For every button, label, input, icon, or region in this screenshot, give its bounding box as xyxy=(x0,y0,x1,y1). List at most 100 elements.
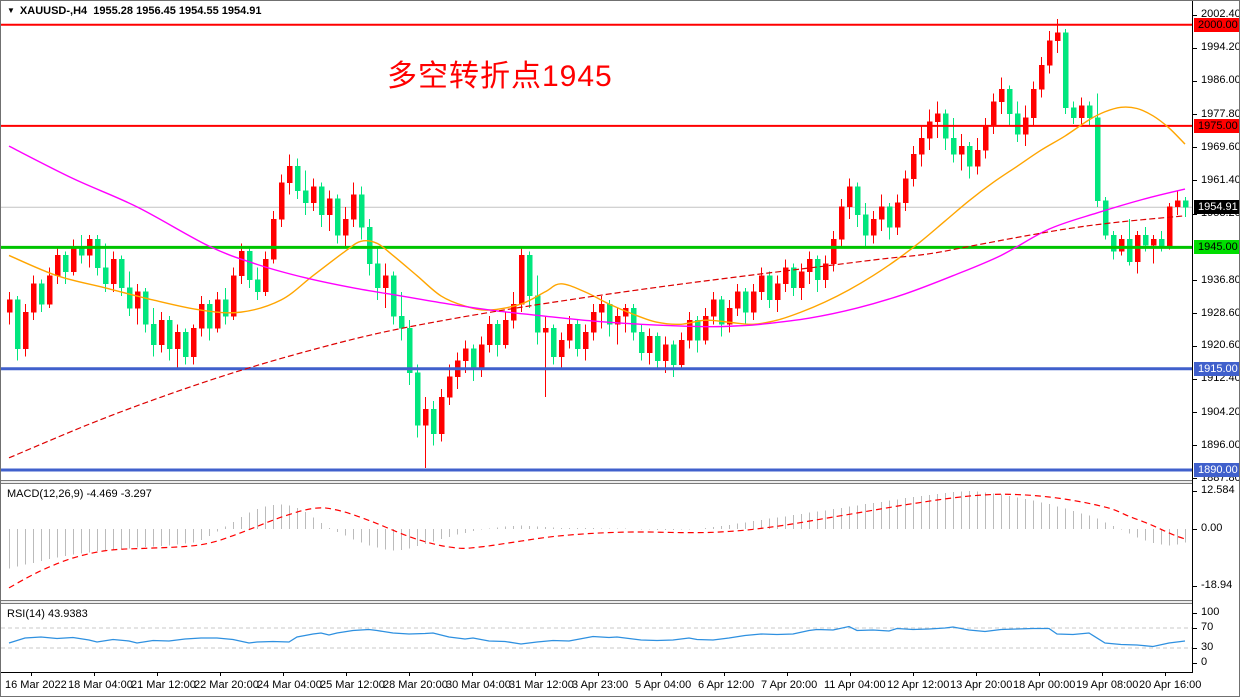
price-tick-label: 1986.00 xyxy=(1201,74,1240,87)
rsi-tick-label: 100 xyxy=(1201,606,1220,618)
axis-tick xyxy=(1193,490,1197,492)
time-tick xyxy=(409,673,410,676)
time-tick xyxy=(346,673,347,676)
axis-tick xyxy=(1193,662,1197,664)
price-level-badge: 1890.00 xyxy=(1194,462,1239,477)
time-tick xyxy=(850,673,851,676)
rsi-line xyxy=(8,625,1186,648)
price-level-badge: 1915.00 xyxy=(1194,361,1239,376)
panel-divider[interactable] xyxy=(1,600,1192,604)
price-tick-label: 1994.20 xyxy=(1201,41,1240,54)
macd-chart[interactable] xyxy=(1,484,1192,600)
macd-signal-line xyxy=(8,493,1186,589)
rsi-tick-label: 30 xyxy=(1201,641,1214,653)
axis-tick xyxy=(1193,14,1197,16)
time-tick xyxy=(220,673,221,676)
time-tick xyxy=(472,673,473,676)
time-tick xyxy=(94,673,95,676)
time-tick-label: 20 Apr 16:00 xyxy=(1139,679,1202,691)
time-tick xyxy=(1102,673,1103,676)
price-level-badge: 1975.00 xyxy=(1194,118,1239,133)
price-tick-label: 1896.00 xyxy=(1201,438,1240,451)
time-tick xyxy=(661,673,662,676)
time-tick-label: 21 Mar 12:00 xyxy=(131,679,196,691)
rsi-label: RSI(14) 43.9383 xyxy=(7,608,88,620)
axis-tick xyxy=(1193,114,1197,116)
time-tick-label: 31 Mar 12:00 xyxy=(509,679,574,691)
axis-tick xyxy=(1193,647,1197,649)
time-tick-label: 6 Apr 12:00 xyxy=(698,679,755,691)
time-tick-label: 25 Mar 12:00 xyxy=(320,679,385,691)
axis-tick xyxy=(1193,345,1197,347)
time-tick xyxy=(157,673,158,676)
time-tick-label: 18 Apr 00:00 xyxy=(1013,679,1076,691)
time-tick-label: 3 Apr 23:00 xyxy=(572,679,629,691)
price-tick-label: 1904.20 xyxy=(1201,405,1240,418)
quote-ohlc: 1955.28 1956.45 1954.55 1954.91 xyxy=(93,5,262,17)
rsi-tick-label: 70 xyxy=(1201,621,1214,633)
chart-column: ▼ XAUUSD-,H4 1955.28 1956.45 1954.55 1954… xyxy=(1,1,1201,696)
ma-line-magenta xyxy=(8,145,1186,328)
macd-tick-label: 0.00 xyxy=(1201,522,1223,534)
time-tick xyxy=(976,673,977,676)
symbol-name: XAUUSD-,H4 xyxy=(19,5,88,17)
macd-histogram xyxy=(9,491,1186,569)
axis-tick xyxy=(1193,147,1197,149)
rsi-panel[interactable]: RSI(14) 43.9383 xyxy=(1,604,1192,672)
time-tick xyxy=(787,673,788,676)
price-tick-label: 2002.40 xyxy=(1201,8,1240,20)
rsi-tick-label: 0 xyxy=(1201,656,1208,668)
time-tick xyxy=(724,673,725,676)
macd-tick-label: 12.584 xyxy=(1201,484,1235,496)
current-price-badge: 1954.91 xyxy=(1194,200,1239,215)
time-tick-label: 7 Apr 20:00 xyxy=(761,679,818,691)
chart-annotation-text: 多空转折点1945 xyxy=(387,60,613,93)
time-tick-label: 11 Apr 04:00 xyxy=(824,679,886,691)
price-tick-label: 1977.80 xyxy=(1201,107,1240,120)
macd-panel[interactable]: MACD(12,26,9) -4.469 -3.297 xyxy=(1,484,1192,600)
time-tick xyxy=(283,673,284,676)
price-level-badge: 1945.00 xyxy=(1194,240,1239,255)
ma-line-red xyxy=(8,215,1186,459)
time-tick-label: 13 Apr 20:00 xyxy=(950,679,1013,691)
time-tick-label: 18 Mar 04:00 xyxy=(68,679,133,691)
time-tick-label: 28 Mar 20:00 xyxy=(383,679,448,691)
time-tick-label: 12 Apr 12:00 xyxy=(887,679,950,691)
rsi-chart[interactable] xyxy=(1,604,1192,672)
time-tick-label: 5 Apr 04:00 xyxy=(635,679,692,691)
axis-tick xyxy=(1193,478,1197,480)
time-tick xyxy=(598,673,599,676)
price-tick-label: 1961.40 xyxy=(1201,173,1240,186)
time-tick-label: 16 Mar 2022 xyxy=(5,679,67,691)
time-axis[interactable]: 16 Mar 2022 18 Mar 04:00 21 Mar 12:00 22 Ma… xyxy=(1,672,1201,696)
panel-divider[interactable] xyxy=(1,480,1192,484)
macd-label: MACD(12,26,9) -4.469 -3.297 xyxy=(7,488,152,500)
price-tick-label: 1936.80 xyxy=(1201,273,1240,286)
axis-tick xyxy=(1193,445,1197,447)
axis-tick xyxy=(1193,412,1197,413)
time-tick-label: 19 Apr 08:00 xyxy=(1076,679,1139,691)
main-chart-panel[interactable]: ▼ XAUUSD-,H4 1955.28 1956.45 1954.55 1954… xyxy=(1,1,1192,480)
price-tick-label: 1920.60 xyxy=(1201,339,1240,352)
time-tick xyxy=(1039,673,1040,676)
candles-series xyxy=(6,19,1189,468)
axis-tick xyxy=(1193,585,1197,587)
time-tick xyxy=(31,673,32,676)
time-tick-label: 22 Mar 20:00 xyxy=(194,679,259,691)
symbol-title: ▼ XAUUSD-,H4 1955.28 1956.45 1954.55 1954… xyxy=(7,5,262,17)
time-tick xyxy=(535,673,536,676)
candlestick-chart[interactable] xyxy=(1,1,1192,480)
axis-tick xyxy=(1193,378,1197,380)
price-tick-label: 1928.60 xyxy=(1201,306,1240,319)
macd-tick-label: -18.94 xyxy=(1201,579,1233,591)
price-level-badge: 2000.00 xyxy=(1194,17,1239,32)
time-tick-label: 24 Mar 04:00 xyxy=(257,679,322,691)
axis-tick xyxy=(1193,612,1197,614)
axis-tick xyxy=(1193,80,1197,82)
axis-tick xyxy=(1193,627,1197,629)
price-axis[interactable]: 2002.40 1994.20 1986.00 1977.80 1969.60 1961.… xyxy=(1192,1,1240,673)
ma-line-orange xyxy=(8,106,1186,326)
time-tick-label: 30 Mar 04:00 xyxy=(446,679,511,691)
chart-dropdown-icon[interactable]: ▼ xyxy=(7,6,15,15)
